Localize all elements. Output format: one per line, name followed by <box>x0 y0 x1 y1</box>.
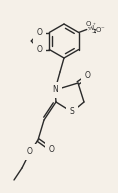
Text: O: O <box>27 147 33 157</box>
Text: O: O <box>36 28 42 37</box>
Text: ⁻: ⁻ <box>101 26 104 32</box>
Text: O: O <box>85 71 91 80</box>
Text: N: N <box>52 85 58 95</box>
Text: O: O <box>96 27 101 34</box>
Text: ⁺: ⁺ <box>93 23 96 28</box>
Text: O: O <box>36 45 42 54</box>
Text: S: S <box>70 108 74 117</box>
Text: O: O <box>86 20 91 26</box>
Text: O: O <box>49 146 55 155</box>
Text: N: N <box>89 25 94 31</box>
